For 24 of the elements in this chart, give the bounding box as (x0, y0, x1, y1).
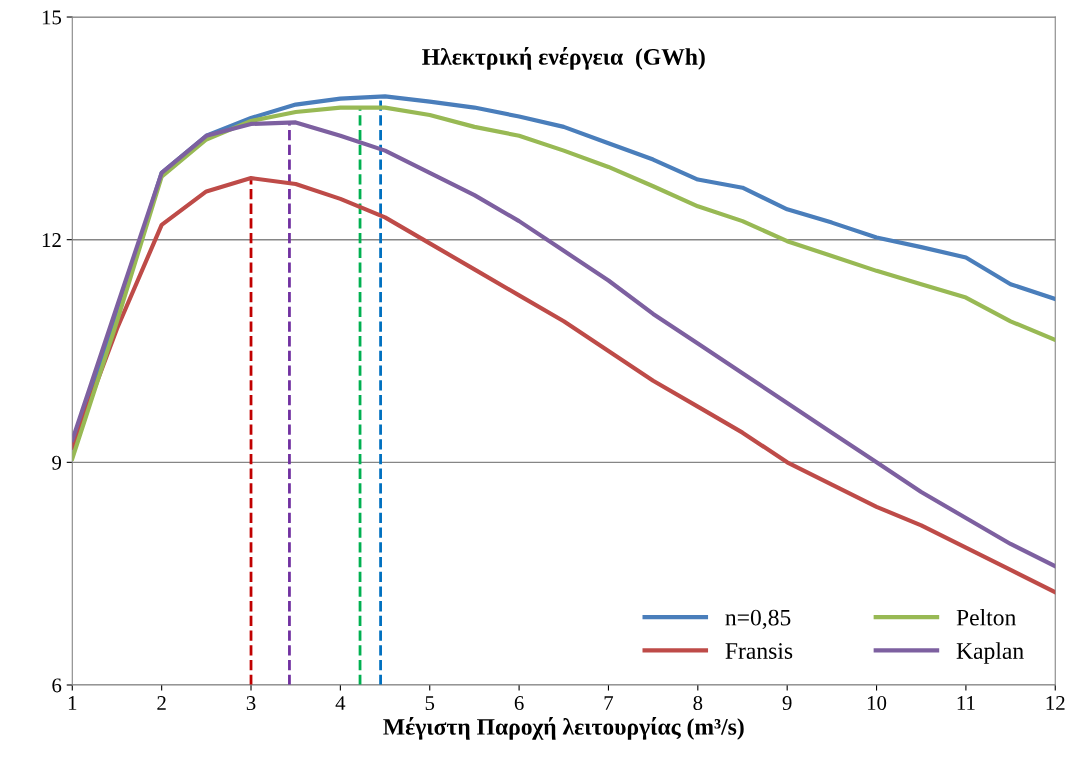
legend-label: Fransis (725, 643, 793, 659)
x-tick-label: 2 (157, 696, 166, 710)
x-tick-label: 8 (693, 696, 703, 711)
text: Ηλεκτρική ενέργεια (GWh) (422, 47, 705, 70)
x-tick-label: 9 (782, 696, 792, 711)
x-tick-label: 12 (1046, 696, 1065, 710)
x-tick-label: 4 (335, 696, 346, 710)
y-tick-label: 12 (42, 233, 61, 247)
x-tick-label: 10 (867, 696, 887, 711)
x-axis-title: Μέγιστη Παροχή λειτουργίας (m³/s) (383, 717, 744, 740)
y-tick-label: 15 (42, 10, 62, 25)
x-tick-label: 6 (514, 696, 524, 711)
line-series (72, 175, 1056, 595)
legend-label: Pelton (956, 608, 1016, 626)
x-tick-label: 11 (957, 696, 975, 710)
line-series (72, 120, 1056, 569)
y-tick-label: 6 (52, 678, 62, 693)
x-tick-label: 7 (604, 696, 614, 710)
x-tick-label: 1 (68, 696, 77, 710)
legend-label: Kaplan (956, 642, 1024, 664)
x-tick-label: 5 (425, 696, 435, 711)
x-tick-label: 3 (246, 696, 256, 711)
legend-label: n=0,85 (725, 609, 791, 629)
y-tick-label: 9 (52, 455, 62, 470)
